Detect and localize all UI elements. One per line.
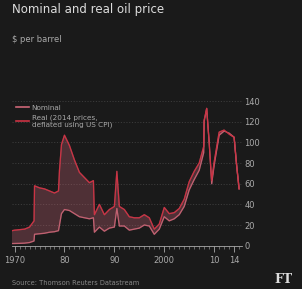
Text: FT: FT xyxy=(275,273,293,286)
Legend: Nominal, Real (2014 prices,
deflated using US CPI): Nominal, Real (2014 prices, deflated usi… xyxy=(16,105,112,128)
Text: Nominal and real oil price: Nominal and real oil price xyxy=(12,3,164,16)
Text: $ per barrel: $ per barrel xyxy=(12,35,62,44)
Text: Source: Thomson Reuters Datastream: Source: Thomson Reuters Datastream xyxy=(12,280,139,286)
